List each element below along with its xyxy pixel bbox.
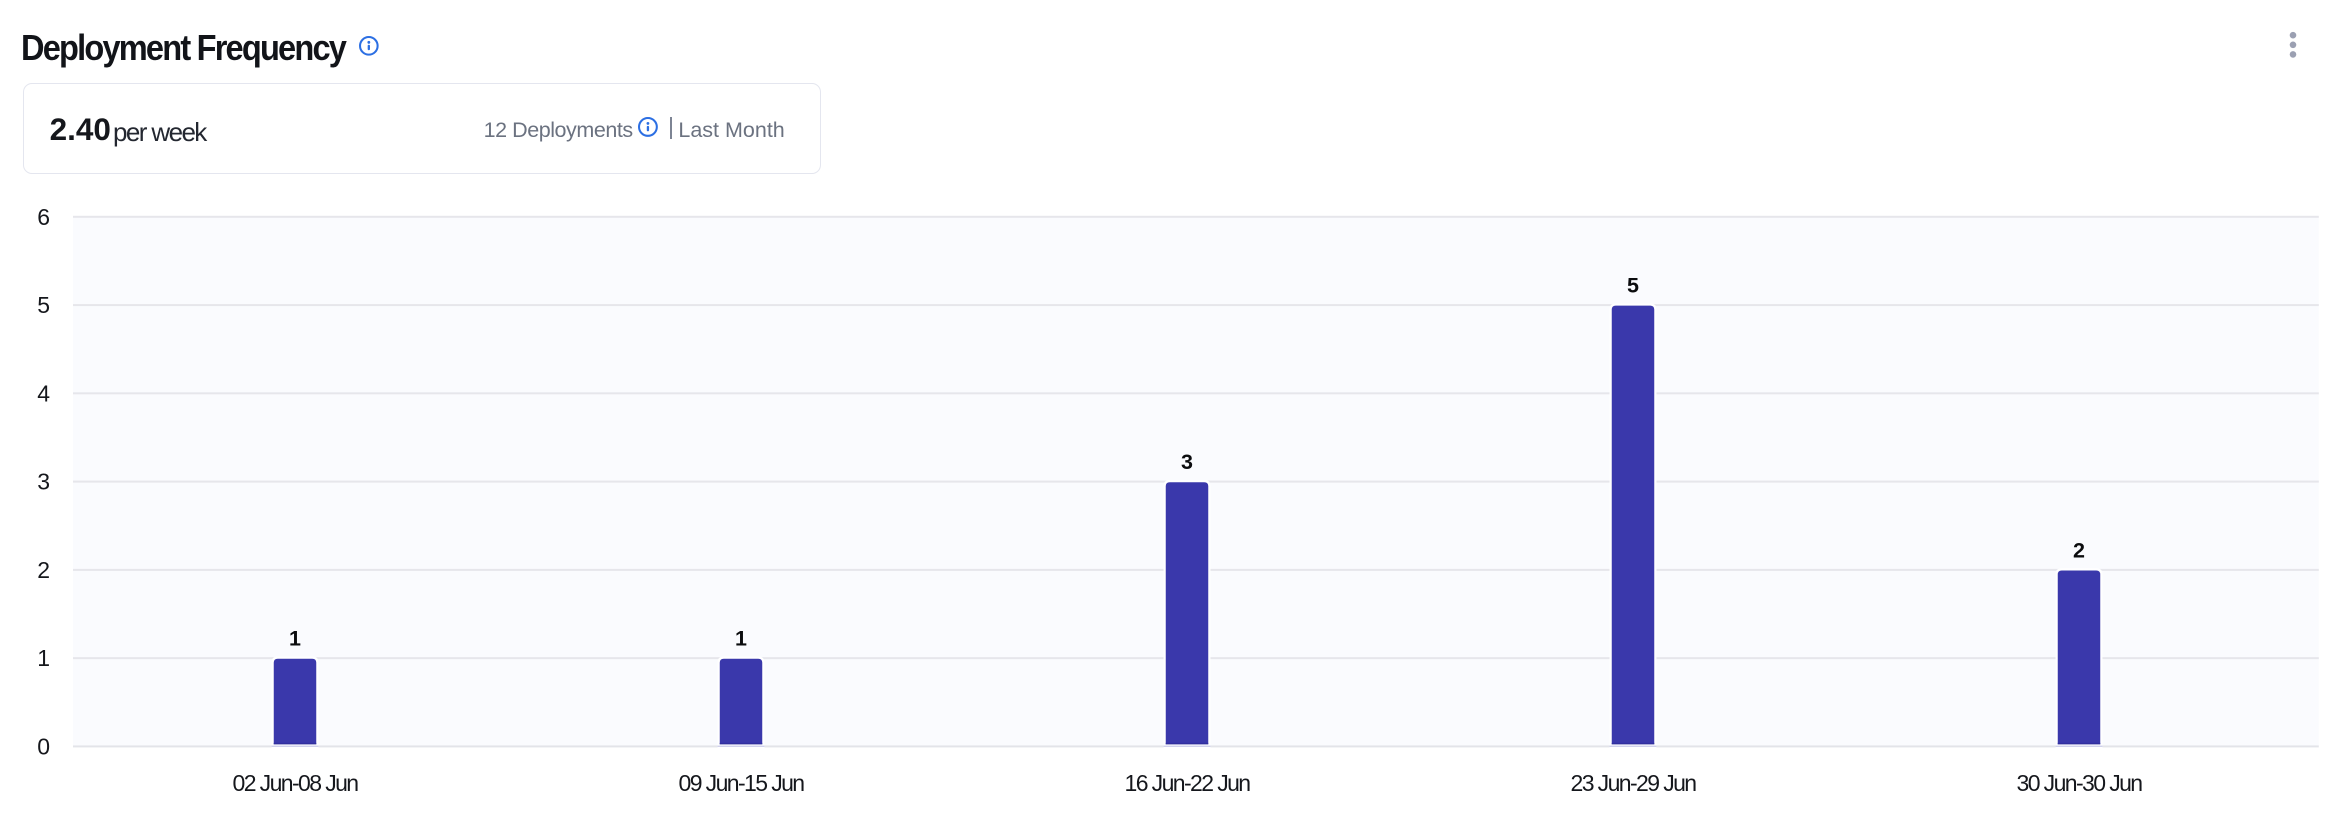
svg-text:1: 1 xyxy=(289,627,301,651)
svg-text:5: 5 xyxy=(37,292,50,318)
svg-text:3: 3 xyxy=(37,469,50,495)
svg-text:4: 4 xyxy=(37,380,50,406)
svg-text:02 Jun-08 Jun: 02 Jun-08 Jun xyxy=(233,770,359,796)
svg-text:1: 1 xyxy=(37,645,50,671)
svg-text:2: 2 xyxy=(2073,538,2085,562)
svg-text:0: 0 xyxy=(37,733,50,759)
svg-text:23 Jun-29 Jun: 23 Jun-29 Jun xyxy=(1571,770,1697,796)
svg-text:6: 6 xyxy=(37,204,50,230)
svg-text:2: 2 xyxy=(37,557,50,583)
svg-text:5: 5 xyxy=(1627,274,1639,298)
svg-text:3: 3 xyxy=(1181,450,1193,474)
svg-text:30 Jun-30 Jun: 30 Jun-30 Jun xyxy=(2017,770,2143,796)
svg-text:1: 1 xyxy=(735,627,747,651)
svg-text:16 Jun-22 Jun: 16 Jun-22 Jun xyxy=(1125,770,1251,796)
svg-text:09 Jun-15 Jun: 09 Jun-15 Jun xyxy=(679,770,805,796)
